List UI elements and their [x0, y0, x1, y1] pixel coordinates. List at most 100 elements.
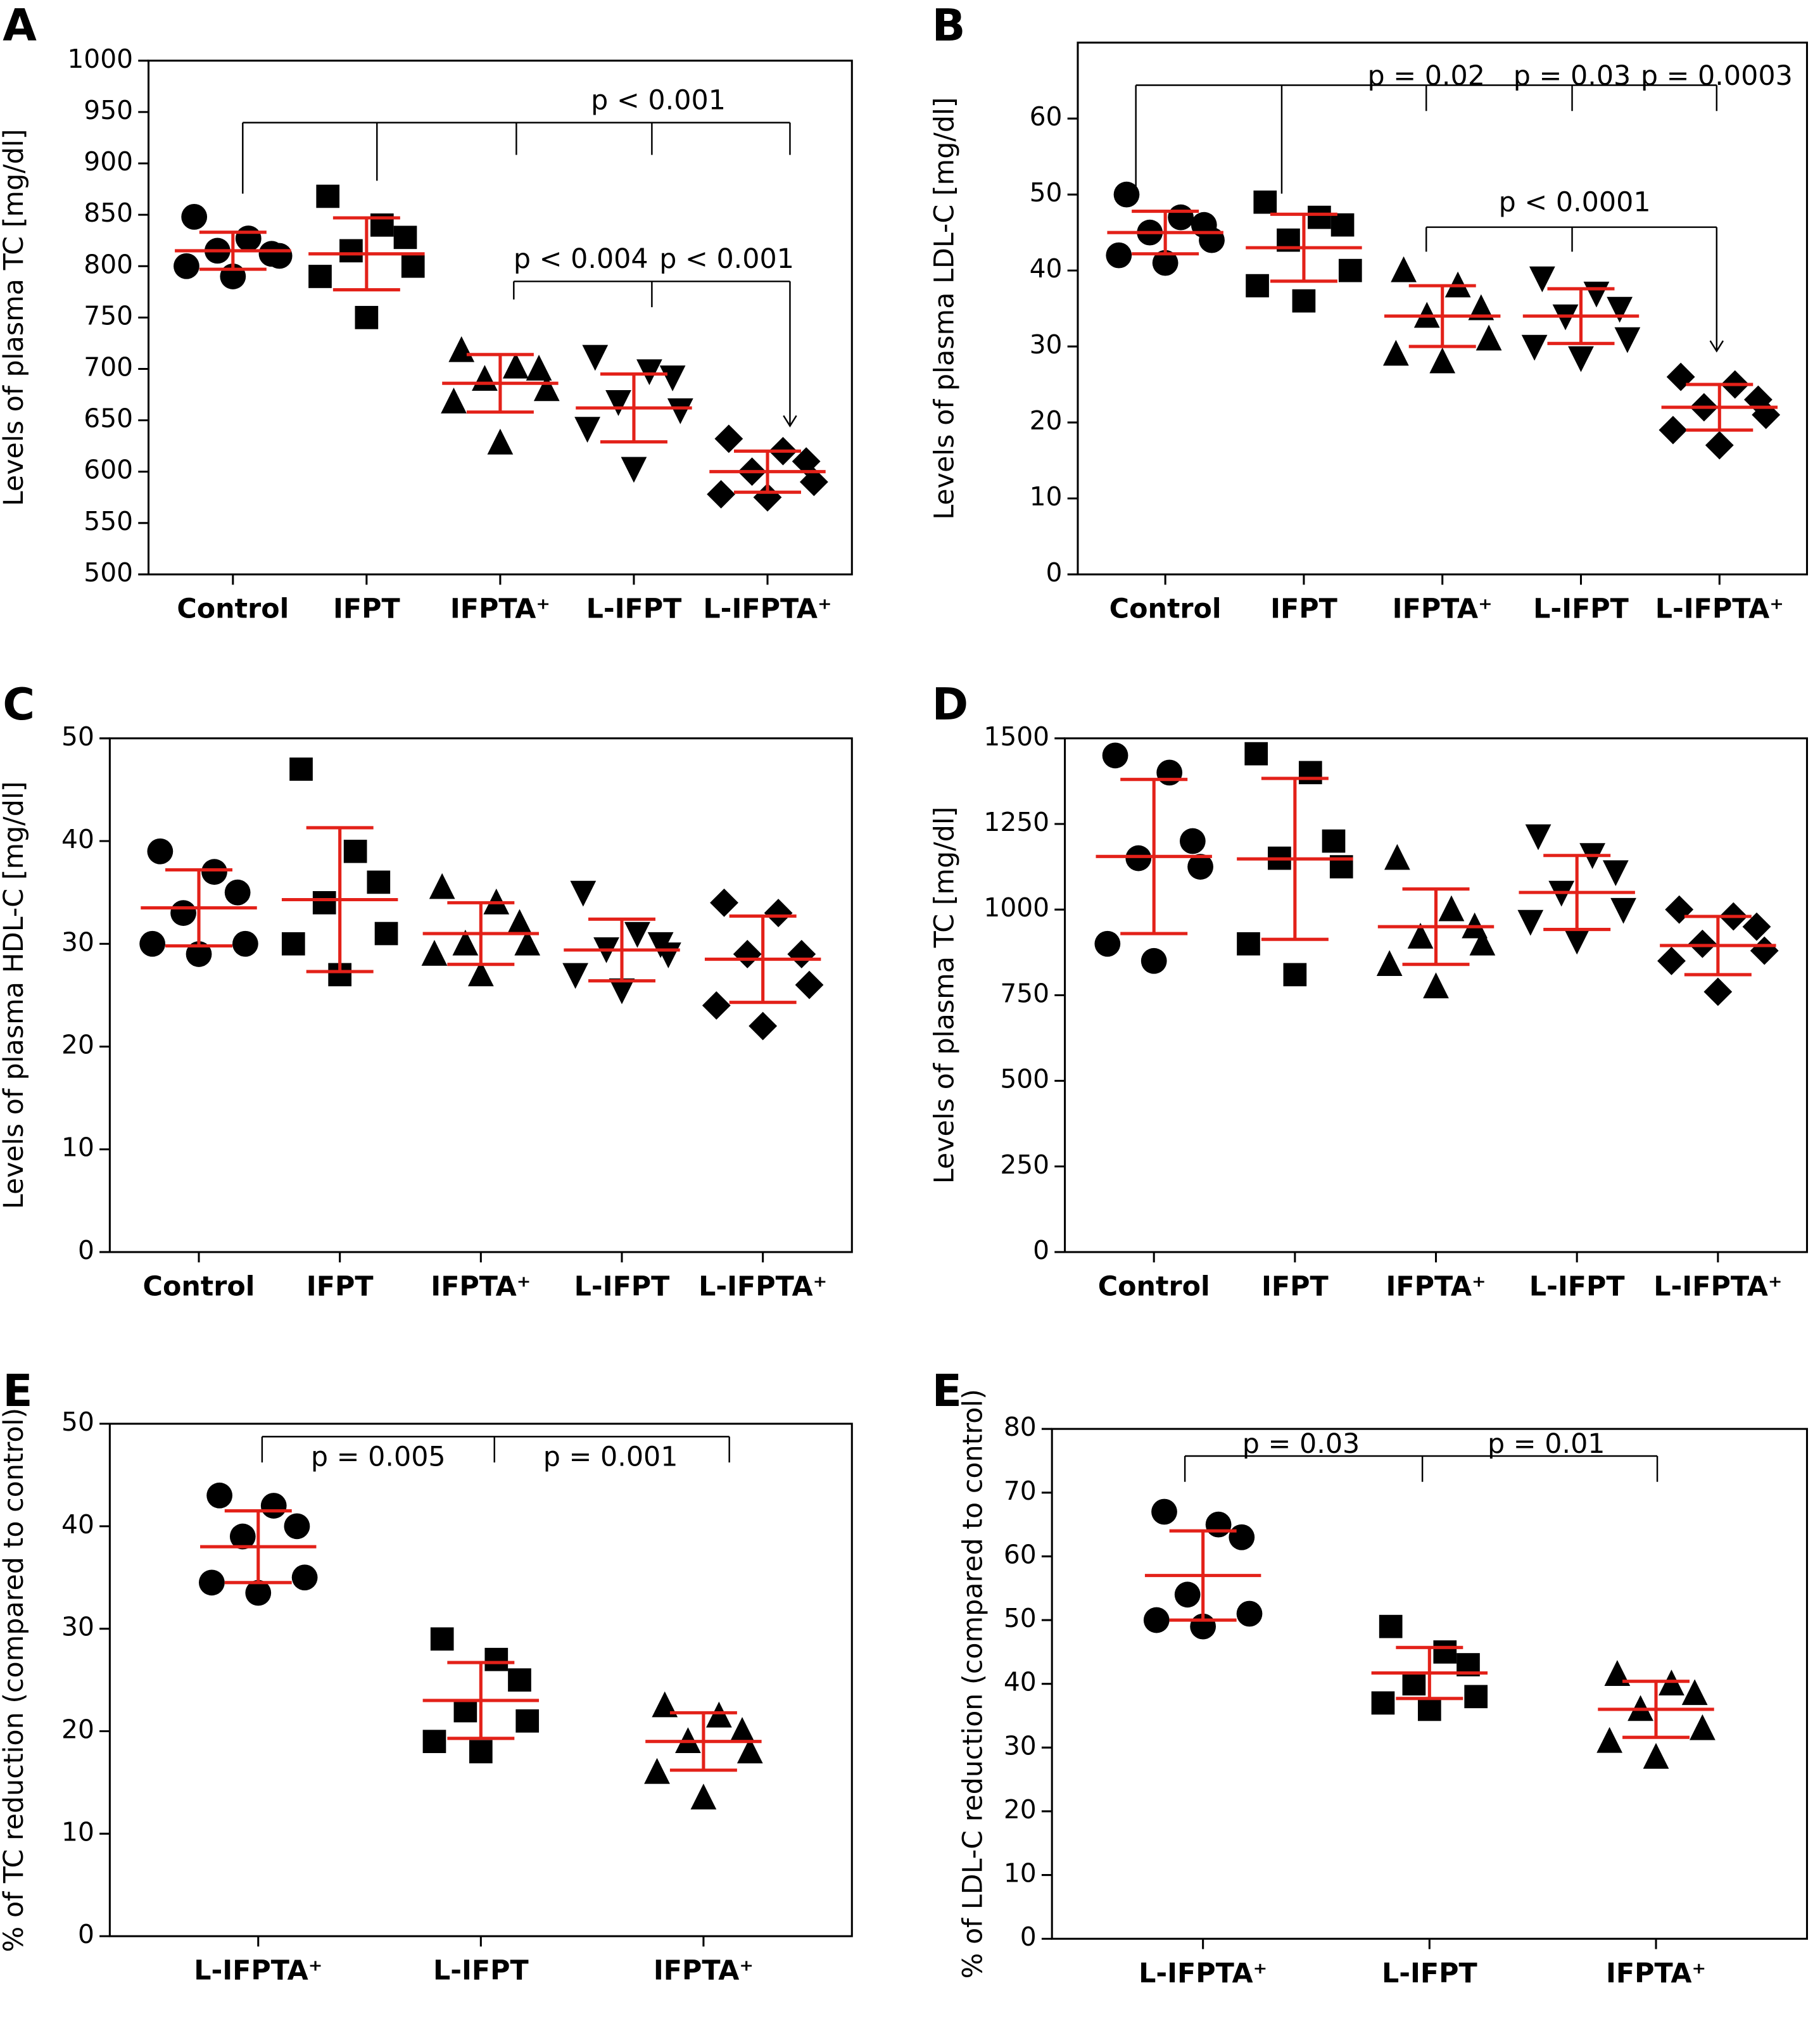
data-point — [1106, 242, 1132, 269]
data-point — [139, 930, 166, 957]
y-tick-label: 20 — [1004, 1794, 1037, 1825]
data-point — [1433, 1640, 1457, 1664]
data-point — [1391, 256, 1417, 282]
data-point — [1521, 334, 1548, 361]
y-axis-label: Levels of plasma HDL-C [mg/dl] — [0, 782, 30, 1210]
data-point — [316, 184, 340, 208]
data-point — [1382, 339, 1409, 366]
x-tick-label: IFPTA⁺ — [654, 1955, 754, 1987]
y-tick-label: 10 — [1030, 481, 1063, 512]
y-tick-label: 950 — [84, 95, 133, 125]
data-point — [1229, 1524, 1255, 1550]
x-tick-label: L-IFPT — [1382, 1958, 1477, 1989]
data-point — [799, 467, 828, 497]
data-point — [1236, 1600, 1263, 1627]
data-point — [1143, 1607, 1170, 1633]
data-point — [1666, 362, 1695, 391]
y-tick-label: 30 — [61, 927, 94, 957]
data-point — [729, 1717, 755, 1743]
data-point — [710, 888, 738, 917]
data-point — [374, 922, 398, 946]
y-tick-label: 1000 — [67, 44, 133, 74]
x-tick-label: L-IFPTA⁺ — [1655, 593, 1784, 625]
data-point — [232, 930, 258, 957]
y-tick-label: 50 — [1030, 177, 1063, 208]
x-tick-label: L-IFPT — [574, 1271, 670, 1303]
data-point — [1614, 327, 1641, 353]
comparison-label: p = 0.03 — [1514, 60, 1631, 92]
data-point — [201, 859, 227, 885]
data-point — [308, 265, 332, 288]
data-point — [1292, 289, 1316, 313]
x-tick-label: IFPTA⁺ — [431, 1271, 531, 1303]
data-point — [422, 1730, 446, 1754]
data-point — [1476, 324, 1502, 351]
data-point — [624, 922, 650, 948]
data-point — [430, 1627, 454, 1651]
x-tick-label: IFPT — [306, 1271, 374, 1303]
data-point — [1253, 190, 1277, 214]
x-tick-label: IFPTA⁺ — [1393, 593, 1493, 625]
data-point — [667, 398, 693, 424]
y-tick-label: 900 — [84, 146, 133, 177]
data-point — [147, 838, 174, 864]
data-point — [1125, 845, 1152, 871]
data-point — [1750, 936, 1779, 965]
y-tick-label: 50 — [61, 721, 94, 752]
data-point — [1665, 895, 1694, 924]
y-axis-label: % of TC reduction (compared to control) — [0, 1408, 30, 1953]
x-tick-label: L-IFPT — [1529, 1271, 1625, 1303]
data-point — [1187, 854, 1213, 880]
bracket-arrow — [1709, 340, 1724, 353]
data-point — [1205, 1511, 1232, 1538]
x-tick-label: IFPTA⁺ — [1386, 1271, 1486, 1303]
panel-letter: B — [932, 1, 966, 51]
data-point — [582, 345, 609, 371]
data-point — [690, 1783, 717, 1810]
data-point — [1168, 204, 1194, 231]
y-tick-label: 30 — [1004, 1730, 1037, 1761]
data-point — [281, 932, 305, 956]
data-point — [401, 254, 425, 278]
data-point — [441, 387, 467, 414]
data-point — [749, 1011, 778, 1041]
y-axis-label: Levels of plasma TC [mg/dl] — [0, 129, 30, 507]
data-point — [1525, 824, 1551, 851]
y-axis-label: % of LDL-C reduction (compared to contro… — [957, 1389, 989, 1979]
data-point — [574, 417, 600, 443]
data-point — [1604, 1660, 1631, 1686]
data-point — [507, 909, 533, 935]
panel-letter: E — [3, 1366, 32, 1417]
y-tick-label: 40 — [61, 1509, 94, 1540]
y-tick-label: 50 — [1004, 1603, 1037, 1633]
data-point — [1529, 266, 1555, 293]
data-point — [707, 479, 736, 509]
y-tick-label: 250 — [1000, 1150, 1049, 1180]
data-point — [1657, 946, 1686, 975]
x-tick-label: IFPTA⁺ — [1606, 1958, 1706, 1989]
data-point — [1179, 828, 1206, 854]
data-point — [1469, 929, 1496, 956]
comparison-label: p < 0.004 — [514, 243, 648, 275]
comparison-label: p < 0.001 — [591, 85, 726, 117]
data-point — [1152, 250, 1179, 276]
data-point — [1338, 258, 1362, 282]
data-point — [1688, 929, 1717, 958]
data-point — [1094, 930, 1121, 957]
data-point — [339, 239, 363, 263]
comparison-label: p = 0.005 — [311, 1441, 446, 1473]
data-point — [1596, 1726, 1623, 1753]
y-tick-label: 40 — [1004, 1667, 1037, 1697]
data-point — [1610, 897, 1636, 924]
panel-letter: C — [3, 680, 35, 730]
data-point — [1402, 1672, 1426, 1696]
data-point — [1384, 844, 1410, 870]
y-tick-label: 40 — [61, 824, 94, 854]
x-tick-label: L-IFPTA⁺ — [194, 1955, 322, 1987]
x-tick-label: L-IFPT — [1533, 593, 1629, 625]
data-point — [705, 1701, 732, 1728]
data-point — [787, 940, 816, 968]
data-point — [1438, 895, 1465, 922]
y-tick-label: 80 — [1004, 1412, 1037, 1442]
panel-letter: D — [932, 680, 969, 730]
